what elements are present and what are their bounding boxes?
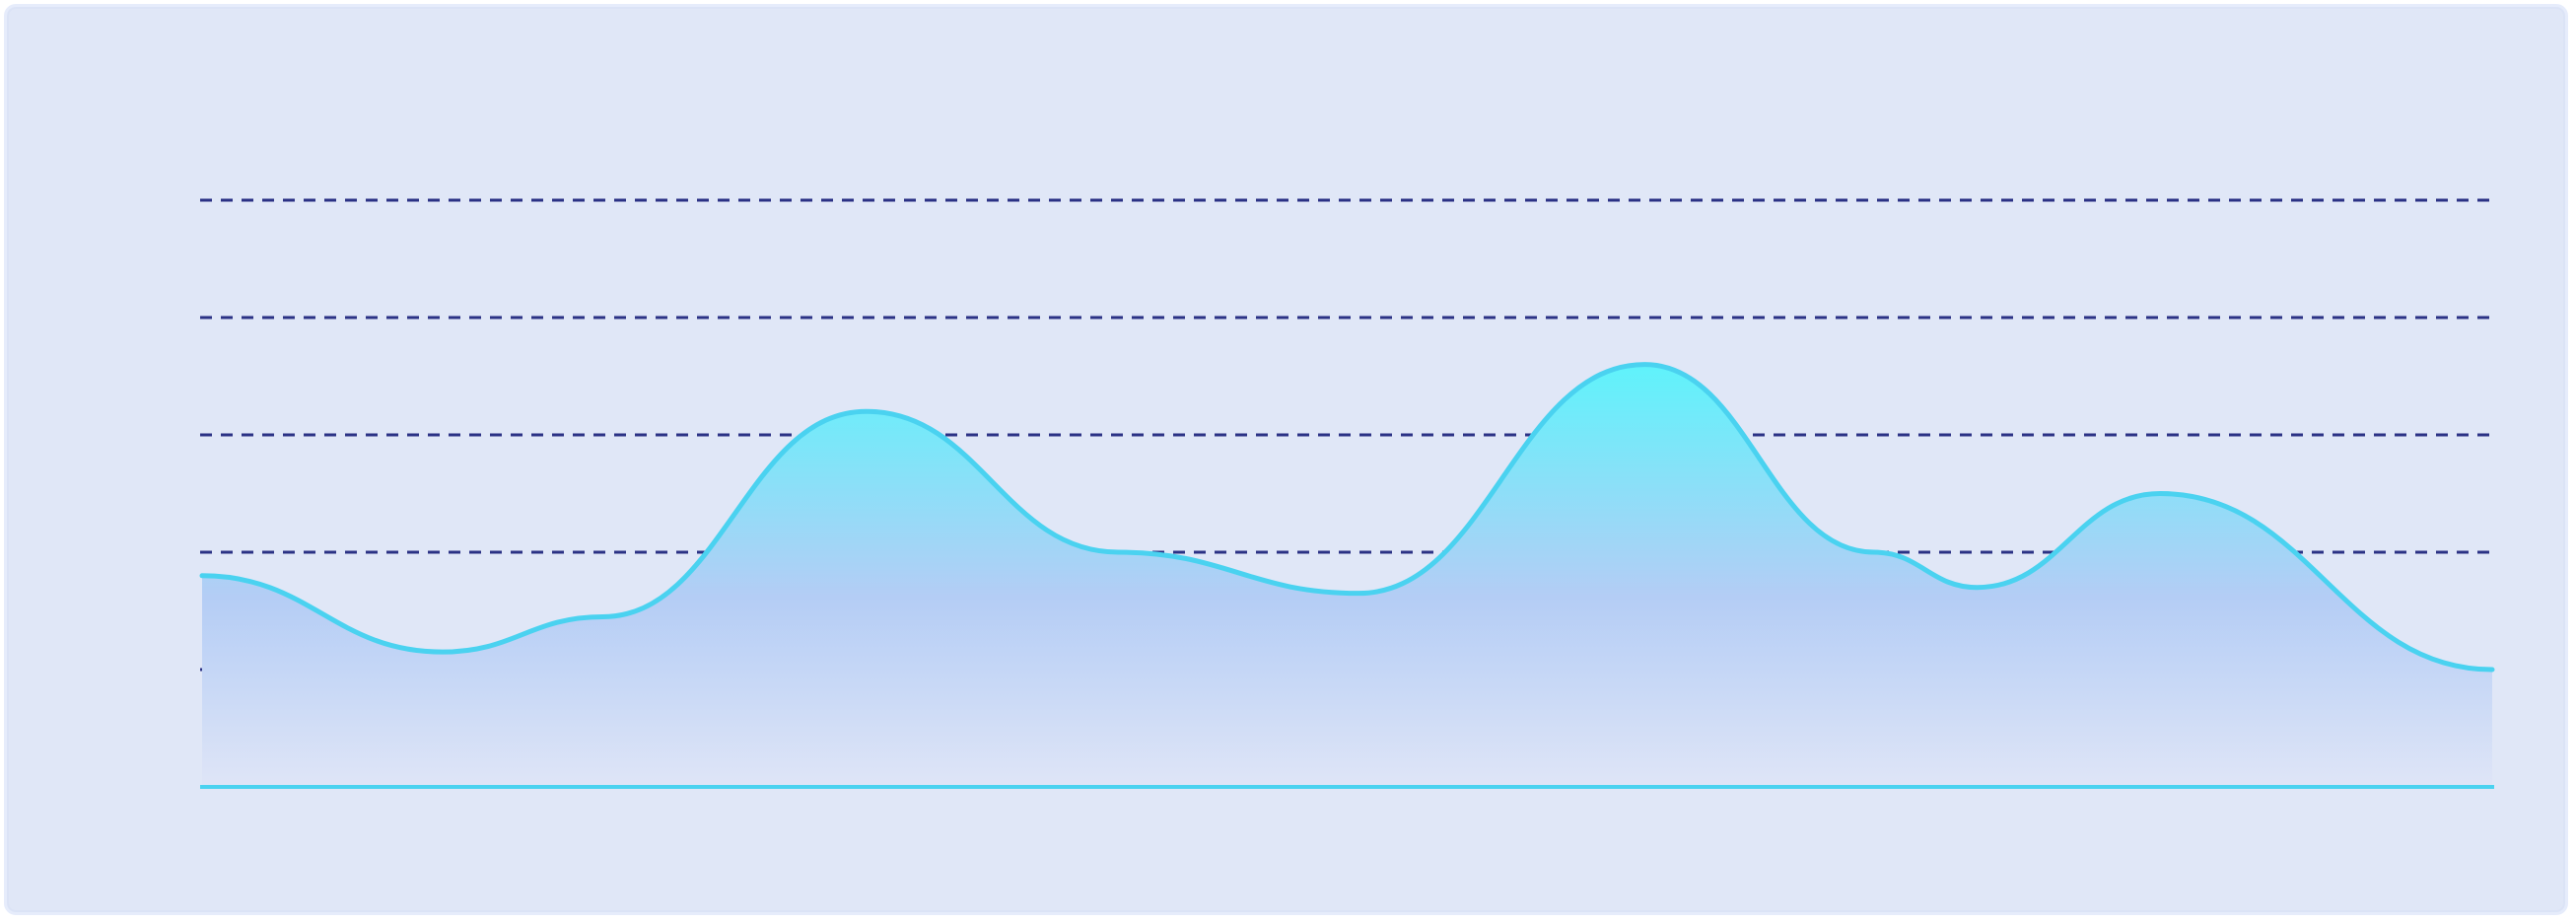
series-area [199,362,2495,787]
area-fill [202,364,2492,787]
series-line [199,362,2495,673]
